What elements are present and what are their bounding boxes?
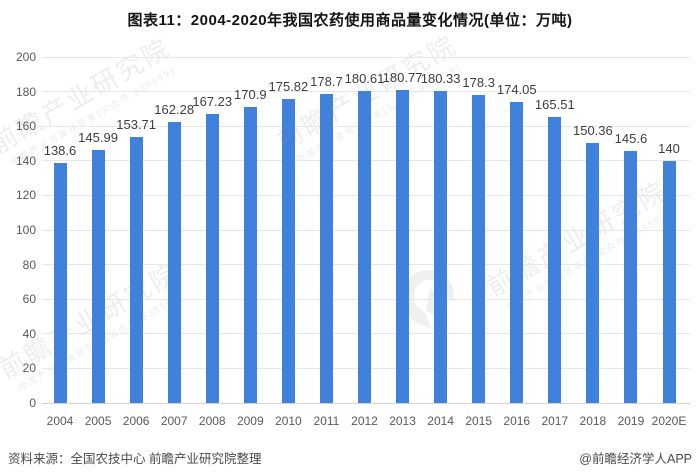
x-axis-tick-label: 2019: [617, 414, 645, 428]
y-axis-tick-label: 20: [22, 361, 36, 376]
bar-value-label: 140: [658, 140, 680, 156]
bar-value-label: 178.7: [310, 73, 343, 89]
x-axis-tick-label: 2018: [579, 414, 607, 428]
x-axis-tick-label: 2008: [198, 414, 226, 428]
bar: [396, 90, 410, 403]
x-axis-tick-label: 2007: [160, 414, 188, 428]
bar-value-label: 174.05: [496, 81, 537, 97]
y-axis-tick-label: 180: [15, 84, 36, 99]
x-axis-tick-label: 2012: [351, 414, 378, 428]
bar: [472, 94, 486, 403]
x-axis-tick-label: 2004: [46, 414, 74, 428]
bar-value-label: 153.71: [116, 117, 156, 133]
bar-value-label: 138.6: [43, 143, 77, 159]
x-axis-line: [42, 402, 690, 404]
chart-title: 图表11：2004-2020年我国农药使用商品量变化情况(单位：万吨): [127, 12, 573, 29]
x-axis-tick-label: 2010: [275, 414, 302, 428]
bar-value-label: 175.82: [268, 78, 309, 94]
y-axis-tick-label: 100: [15, 223, 36, 237]
bar-value-label: 167.23: [192, 93, 233, 109]
bar: [243, 107, 257, 403]
y-axis-tick-label: 200: [15, 50, 36, 64]
bar-value-label: 145.99: [78, 130, 118, 146]
bar: [358, 90, 371, 403]
bar-value-label: 180.61: [344, 70, 385, 86]
bar: [548, 116, 562, 403]
bar: [129, 137, 143, 403]
x-axis-tick-label: 2016: [503, 414, 531, 428]
bar-value-label: 178.3: [462, 74, 495, 90]
bar: [434, 91, 448, 403]
bar: [662, 160, 676, 403]
bar: [91, 150, 105, 403]
bar: [205, 113, 219, 403]
y-axis-tick-label: 160: [15, 119, 36, 134]
bar-value-label: 162.28: [154, 102, 195, 118]
bar: [319, 93, 333, 403]
bar-value-label: 170.9: [234, 87, 267, 103]
x-axis-tick-label: 2009: [236, 414, 264, 428]
x-axis-tick-label: 2015: [465, 414, 493, 428]
x-axis-tick-label: 2013: [389, 414, 416, 428]
y-axis-tick-label: 80: [22, 257, 36, 272]
bar: [624, 151, 638, 403]
bar-value-label: 145.6: [614, 131, 648, 147]
y-axis-tick-label: 40: [22, 326, 36, 341]
y-axis-tick-label: 60: [22, 292, 36, 307]
x-axis-tick-label: 2005: [84, 414, 112, 428]
bar: [510, 101, 524, 403]
bar: [53, 163, 67, 403]
x-axis-tick-label: 2006: [122, 414, 150, 428]
x-axis-tick-label: 2011: [313, 414, 340, 428]
publisher-credit: @前瞻经济学人APP: [579, 452, 692, 466]
bar: [586, 142, 600, 403]
y-axis-tick-label: 140: [15, 153, 36, 168]
x-axis-tick-label: 2017: [541, 414, 569, 428]
data-source-note: 资料来源：全国农技中心 前瞻产业研究院整理: [8, 452, 262, 466]
bar: [167, 122, 181, 403]
bar-value-label: 180.33: [420, 71, 461, 87]
bar-value-label: 180.77: [382, 70, 423, 86]
y-axis-tick-label: 120: [15, 188, 36, 203]
bar-value-label: 165.51: [534, 96, 575, 112]
bar: [281, 98, 295, 403]
x-axis-tick-label: 2020E: [651, 414, 687, 428]
y-axis-tick-label: 0: [29, 396, 36, 410]
gridline: [42, 56, 690, 58]
bar-value-label: 150.36: [572, 122, 613, 138]
x-axis-tick-label: 2014: [427, 414, 454, 428]
